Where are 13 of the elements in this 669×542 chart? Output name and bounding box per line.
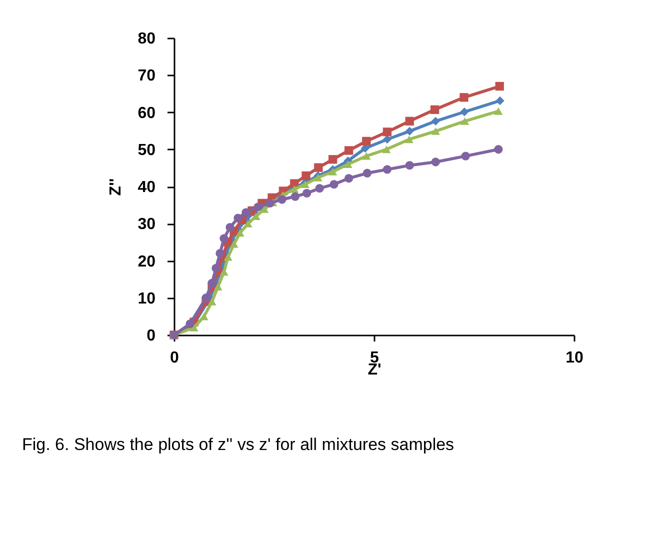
x-tick-label: 10: [566, 350, 584, 366]
y-tick-label: 0: [146, 328, 156, 344]
x-tick-label: 0: [170, 350, 180, 366]
caption: Fig. 6. Shows the plots of z'' vs z' for all mixtures samples: [22, 435, 454, 454]
y-tick-label: 60: [138, 104, 156, 122]
y-axis-title: Z'': [108, 178, 125, 196]
y-tick-label: 70: [138, 68, 156, 85]
y-tick-label: 30: [138, 216, 156, 234]
y-tick-label: 50: [138, 142, 156, 159]
y-tick-label: 80: [138, 30, 156, 48]
y-tick-label: 20: [138, 253, 156, 270]
y-tick-label: 40: [138, 179, 156, 196]
y-tick-label: 10: [138, 290, 156, 308]
